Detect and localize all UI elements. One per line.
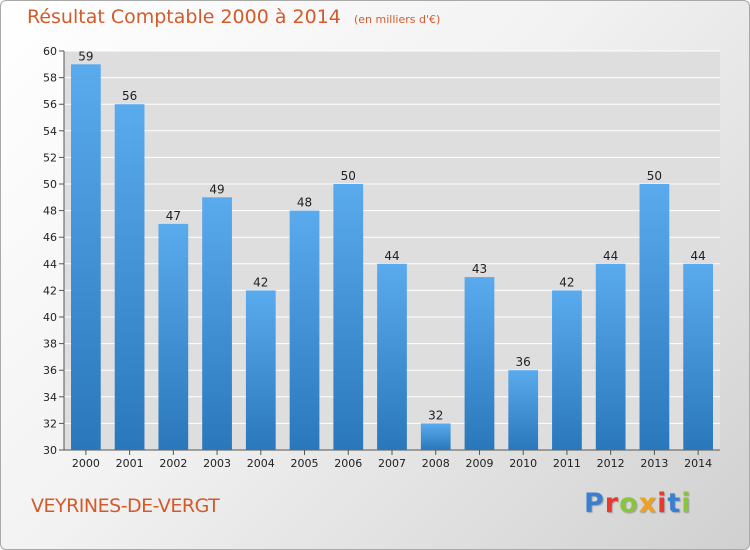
x-tick-label-2011: 2011 <box>553 457 581 470</box>
logo-letter: i <box>657 488 668 519</box>
x-tick-label-2001: 2001 <box>116 457 144 470</box>
x-tick-label-2006: 2006 <box>334 457 362 470</box>
x-tick-label-2012: 2012 <box>597 457 625 470</box>
title-block: Résultat Comptable 2000 à 2014 (en milli… <box>27 6 440 28</box>
bar-2006 <box>333 184 364 450</box>
data-label-2012: 44 <box>603 249 618 263</box>
logo-letter: r <box>604 488 620 519</box>
data-label-2005: 48 <box>297 196 312 210</box>
data-label-2002: 47 <box>166 209 181 223</box>
bars <box>70 64 714 451</box>
x-tick-label-2005: 2005 <box>291 457 319 470</box>
x-tick-label-2000: 2000 <box>72 457 100 470</box>
y-tick-label: 38 <box>43 338 57 351</box>
y-tick-label: 30 <box>43 444 57 457</box>
bar-2005 <box>289 210 320 450</box>
y-tick-label: 60 <box>43 45 57 58</box>
data-label-2009: 43 <box>472 262 487 276</box>
x-tick-label-2009: 2009 <box>465 457 493 470</box>
bar-2009 <box>464 277 495 450</box>
x-tick-label-2013: 2013 <box>640 457 668 470</box>
bar-2002 <box>158 223 189 450</box>
data-label-2014: 44 <box>690 249 705 263</box>
y-tick-label: 44 <box>43 258 57 271</box>
bar-2001 <box>114 104 145 450</box>
bar-2014 <box>683 263 714 450</box>
x-tick-label-2002: 2002 <box>159 457 187 470</box>
y-tick-label: 36 <box>43 364 57 377</box>
bar-2004 <box>245 290 276 450</box>
data-label-2006: 50 <box>341 169 356 183</box>
y-tick-label: 34 <box>43 391 57 404</box>
labels: 30 32 34 36 38 40 42 44 46 48 50 52 54 56 58 60 59 2000 56… <box>43 45 712 470</box>
data-label-2010: 36 <box>516 355 531 369</box>
bar-2011 <box>552 290 582 450</box>
y-tick-label: 52 <box>43 151 57 164</box>
y-tick-label: 42 <box>43 284 57 297</box>
chart-title: Résultat Comptable 2000 à 2014 <box>27 6 341 28</box>
x-tick-label-2008: 2008 <box>422 457 450 470</box>
commune-name: VEYRINES-DE-VERGT <box>31 495 220 517</box>
data-label-2000: 59 <box>78 49 93 63</box>
y-tick-label: 56 <box>43 98 57 111</box>
x-tick-label-2014: 2014 <box>684 457 712 470</box>
data-label-2011: 42 <box>559 275 574 289</box>
data-label-2013: 50 <box>647 169 662 183</box>
logo-letter: x <box>638 488 658 519</box>
x-tick-label-2003: 2003 <box>203 457 231 470</box>
proxiti-logo: Proxiti <box>584 488 692 519</box>
data-label-2003: 49 <box>209 182 224 196</box>
data-label-2001: 56 <box>122 89 137 103</box>
bar-2010 <box>508 370 539 450</box>
bar-2000 <box>70 64 101 451</box>
bar-2013 <box>639 184 670 450</box>
y-tick-label: 48 <box>43 205 57 218</box>
logo-letter: t <box>667 488 682 519</box>
data-label-2007: 44 <box>384 249 399 263</box>
y-tick-label: 58 <box>43 72 57 85</box>
x-tick-label-2004: 2004 <box>247 457 275 470</box>
bar-2012 <box>595 263 626 450</box>
y-tick-label: 54 <box>43 125 57 138</box>
logo-letter: i <box>681 488 692 519</box>
x-tick-label-2010: 2010 <box>509 457 537 470</box>
logo-letter: o <box>619 488 639 519</box>
bar-2007 <box>377 263 407 450</box>
bar-2003 <box>202 197 232 450</box>
y-tick-label: 40 <box>43 311 57 324</box>
logo-letter: P <box>584 488 605 519</box>
y-tick-label: 32 <box>43 417 57 430</box>
data-label-2004: 42 <box>253 275 268 289</box>
y-tick-label: 46 <box>43 231 57 244</box>
data-label-2008: 32 <box>428 408 443 422</box>
y-tick-label: 50 <box>43 178 57 191</box>
x-tick-label-2007: 2007 <box>378 457 406 470</box>
chart-unit: (en milliers d'€) <box>353 13 441 26</box>
bar-2008 <box>420 423 451 450</box>
